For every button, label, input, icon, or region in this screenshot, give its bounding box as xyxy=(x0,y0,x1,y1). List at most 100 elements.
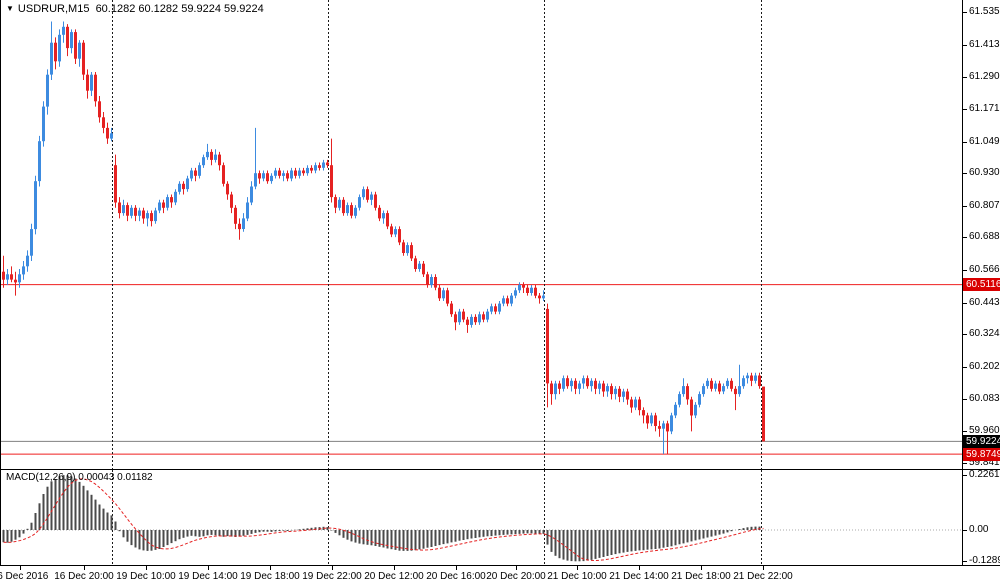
time-tick-label: 20 Dec 16:00 xyxy=(426,571,486,582)
candle-body xyxy=(242,218,245,229)
chart-symbol-period: USDRUR,M15 xyxy=(17,3,90,15)
candle-body xyxy=(214,154,217,160)
axis-vertical-separator xyxy=(962,0,963,565)
candle-body xyxy=(602,383,605,392)
candle-body xyxy=(734,388,737,395)
candle-body xyxy=(474,316,477,323)
candle-body xyxy=(54,42,57,62)
candle-body xyxy=(42,106,45,142)
chart-left-border xyxy=(0,0,1,565)
candle-body xyxy=(694,404,697,416)
candle-body xyxy=(234,207,237,224)
candle-body xyxy=(466,319,469,325)
price-tick-label: 60.3245 xyxy=(969,328,1000,339)
candle-body xyxy=(642,410,645,416)
candle-body xyxy=(194,170,197,176)
macd-indicator-label: MACD(12,26,9) 0.00043 0.01182 xyxy=(6,472,153,483)
time-tick-mark xyxy=(763,566,764,570)
price-tick-mark xyxy=(963,45,967,46)
price-tick-mark xyxy=(963,142,967,143)
price-tick-label: 61.4130 xyxy=(969,39,1000,50)
candle-body xyxy=(726,380,729,387)
candle-body xyxy=(334,197,337,208)
time-tick-mark xyxy=(20,566,21,570)
candle-body xyxy=(246,202,249,219)
candle-body xyxy=(190,170,193,179)
price-tick-mark xyxy=(963,173,967,174)
candle-body xyxy=(542,295,545,299)
macd-chart-canvas[interactable] xyxy=(0,470,962,566)
candle-body xyxy=(478,314,481,323)
candle-body xyxy=(686,386,689,400)
price-tick-label: 61.5355 xyxy=(969,6,1000,17)
candle-body xyxy=(262,173,265,179)
candle-body xyxy=(502,298,505,304)
candle-body xyxy=(606,386,609,392)
price-tick-label: 60.8075 xyxy=(969,200,1000,211)
price-tick-mark xyxy=(963,334,967,335)
candle-body xyxy=(358,197,361,208)
candle-body xyxy=(18,274,21,283)
candle-body xyxy=(430,277,433,285)
candle-body xyxy=(406,245,409,254)
time-tick-label: 20 Dec 20:00 xyxy=(486,571,546,582)
candle-body xyxy=(326,162,329,166)
candle-body xyxy=(94,74,97,102)
symbol-dropdown-icon[interactable]: ▼ xyxy=(6,4,14,13)
candle-body xyxy=(126,205,129,216)
candle-body xyxy=(562,378,565,389)
price-tick-label: 61.2905 xyxy=(969,71,1000,82)
candle-body xyxy=(506,298,509,304)
candle-body xyxy=(574,380,577,389)
candle-body xyxy=(646,415,649,424)
candle-body xyxy=(150,213,153,222)
time-tick-label: 19 Dec 14:00 xyxy=(178,571,238,582)
candle-body xyxy=(102,117,105,128)
candle-body xyxy=(522,285,525,288)
candle-body xyxy=(454,314,457,323)
candle-body xyxy=(70,32,73,49)
candle-body xyxy=(114,165,117,203)
candle-body xyxy=(638,399,641,411)
price-tick-label: 60.6885 xyxy=(969,231,1000,242)
candle-body xyxy=(614,388,617,395)
candle-body xyxy=(362,189,365,198)
price-tick-mark xyxy=(963,399,967,400)
candle-body xyxy=(74,32,77,59)
candle-body xyxy=(534,287,537,296)
candle-body xyxy=(458,311,461,323)
candle-body xyxy=(546,308,549,384)
price-tick-label: 60.0830 xyxy=(969,393,1000,404)
time-tick-mark xyxy=(516,566,517,570)
price-tick-label: 61.1715 xyxy=(969,103,1000,114)
macd-tick-label: 0.00 xyxy=(969,524,989,535)
candle-body xyxy=(654,415,657,426)
candle-body xyxy=(434,277,437,288)
candle-body xyxy=(62,26,65,35)
candle-body xyxy=(154,210,157,222)
candle-body xyxy=(750,375,753,381)
candle-body xyxy=(130,207,133,216)
candle-body xyxy=(418,263,421,269)
candle-body xyxy=(494,306,497,312)
candle-body xyxy=(230,194,233,208)
candle-body xyxy=(370,194,373,200)
candle-body xyxy=(142,210,145,219)
price-tick-mark xyxy=(963,270,967,271)
candle-body xyxy=(22,266,25,275)
candle-body xyxy=(754,375,757,381)
panel-separator[interactable] xyxy=(0,469,1000,470)
macd-tick-label: -0.12898 xyxy=(969,555,1000,566)
candle-body xyxy=(482,314,485,320)
time-tick-mark xyxy=(146,566,147,570)
candle-body xyxy=(350,205,353,216)
price-chart-canvas[interactable] xyxy=(0,0,962,470)
candle-body xyxy=(462,311,465,320)
candle-body xyxy=(106,127,109,139)
candle-body xyxy=(470,316,473,325)
macd-signal-line xyxy=(3,478,764,562)
price-tick-mark xyxy=(963,431,967,432)
time-tick-mark xyxy=(270,566,271,570)
